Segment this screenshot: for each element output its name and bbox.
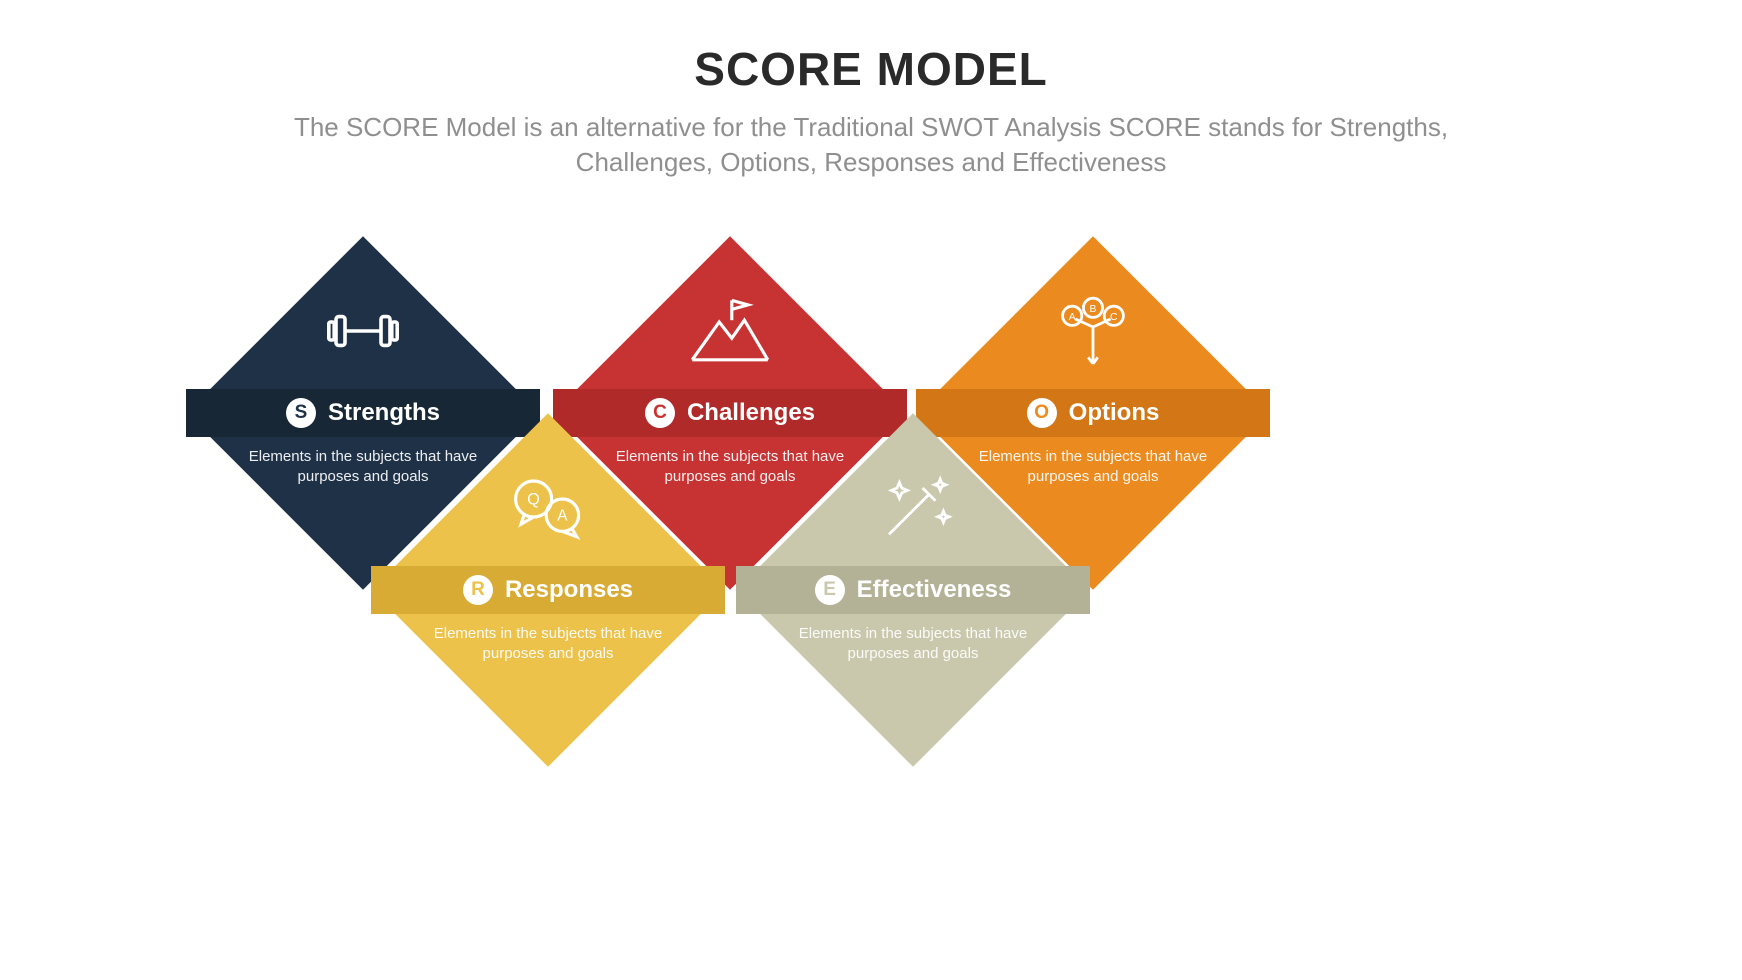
- label-band-responses: R Responses: [371, 566, 725, 614]
- svg-text:Q: Q: [527, 490, 540, 508]
- diamond-responses: Q A R Responses Elements in the subjects t…: [371, 413, 725, 767]
- svg-text:A: A: [557, 507, 568, 524]
- qa-bubbles-icon: Q A: [503, 463, 593, 553]
- dumbbell-icon: [318, 286, 408, 376]
- label-effectiveness: Effectiveness: [857, 576, 1012, 604]
- label-band-effectiveness: E Effectiveness: [736, 566, 1090, 614]
- diagram-canvas: SStrengthsElements in the subjects that …: [0, 0, 1742, 980]
- magic-wand-icon: [868, 463, 958, 553]
- svg-text:C: C: [1110, 311, 1118, 322]
- letter-badge-effectiveness: E: [815, 575, 845, 605]
- mountain-flag-icon: [685, 286, 775, 376]
- diamond-effectiveness: E Effectiveness Elements in the subjects t…: [736, 413, 1090, 767]
- desc-responses: Elements in the subjects that have purpo…: [431, 624, 665, 665]
- label-responses: Responses: [505, 576, 633, 604]
- svg-text:A: A: [1069, 311, 1076, 322]
- letter-badge-strengths: S: [286, 398, 316, 428]
- svg-text:B: B: [1090, 303, 1097, 314]
- desc-effectiveness: Elements in the subjects that have purpo…: [796, 624, 1030, 665]
- choices-icon: A B C: [1048, 286, 1138, 376]
- letter-badge-responses: R: [463, 575, 493, 605]
